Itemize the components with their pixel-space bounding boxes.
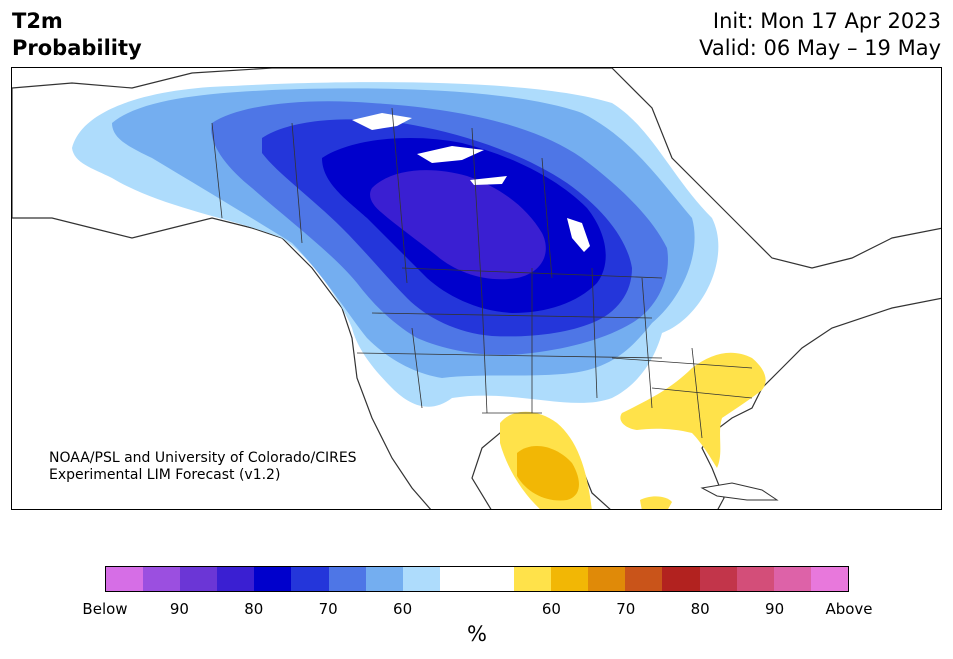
colorbar-swatch <box>773 567 811 591</box>
colorbar-tick-label: Below <box>82 600 128 618</box>
map-title: T2m Probability <box>12 8 142 62</box>
colorbar-swatch <box>328 567 366 591</box>
colorbar <box>105 566 849 592</box>
colorbar-swatch <box>736 567 774 591</box>
colorbar-swatch <box>143 567 181 591</box>
prob-60-above-caribbean <box>640 496 672 509</box>
title-measure: Probability <box>12 36 142 60</box>
colorbar-swatch <box>551 567 589 591</box>
lake-winnipeg <box>567 218 590 252</box>
colorbar-tick-label: 80 <box>690 600 710 618</box>
prob-65-above-mexico <box>517 445 579 501</box>
colorbar-swatch <box>625 567 663 591</box>
colorbar-tick-label: 70 <box>616 600 636 618</box>
forecast-dates: Init: Mon 17 Apr 2023 Valid: 06 May – 19… <box>699 8 941 62</box>
colorbar-tick-label: 80 <box>244 600 264 618</box>
colorbar-swatch <box>180 567 218 591</box>
lake-athabasca <box>470 176 507 185</box>
colorbar-swatch <box>291 567 329 591</box>
colorbar-swatch <box>514 567 552 591</box>
attribution-line2: Experimental LIM Forecast (v1.2) <box>49 467 281 483</box>
prob-85-below-area <box>370 170 546 280</box>
valid-range: Valid: 06 May – 19 May <box>699 36 941 60</box>
colorbar-unit: % <box>467 622 487 646</box>
colorbar-swatch <box>662 567 700 591</box>
colorbar-swatch <box>254 567 292 591</box>
colorbar-swatch <box>439 567 477 591</box>
colorbar-tick-label: 70 <box>318 600 338 618</box>
state-borders <box>211 107 753 439</box>
great-slave-lake <box>417 146 484 163</box>
init-date: Init: Mon 17 Apr 2023 <box>712 9 941 33</box>
colorbar-tick-label: 90 <box>169 600 189 618</box>
prob-60-above-southeast <box>620 352 766 468</box>
colorbar-swatch <box>106 567 144 591</box>
colorbar-tick-label: Above <box>825 600 873 618</box>
cuba <box>700 482 779 501</box>
colorbar-tick-label: 90 <box>765 600 785 618</box>
attribution-line1: NOAA/PSL and University of Colorado/CIRE… <box>49 450 357 466</box>
colorbar-tick-label: 60 <box>541 600 561 618</box>
colorbar-swatch <box>217 567 255 591</box>
attribution: NOAA/PSL and University of Colorado/CIRE… <box>49 450 357 484</box>
map-panel <box>11 67 942 510</box>
colorbar-swatch <box>476 567 515 591</box>
colorbar-tick-label: 60 <box>393 600 413 618</box>
colorbar-swatch <box>810 567 848 591</box>
colorbar-swatch <box>588 567 626 591</box>
great-bear-lake <box>352 113 412 130</box>
title-variable: T2m <box>12 9 63 33</box>
colorbar-swatch <box>699 567 737 591</box>
colorbar-swatch <box>402 567 440 591</box>
north-america-map <box>12 68 941 509</box>
colorbar-swatch <box>365 567 403 591</box>
